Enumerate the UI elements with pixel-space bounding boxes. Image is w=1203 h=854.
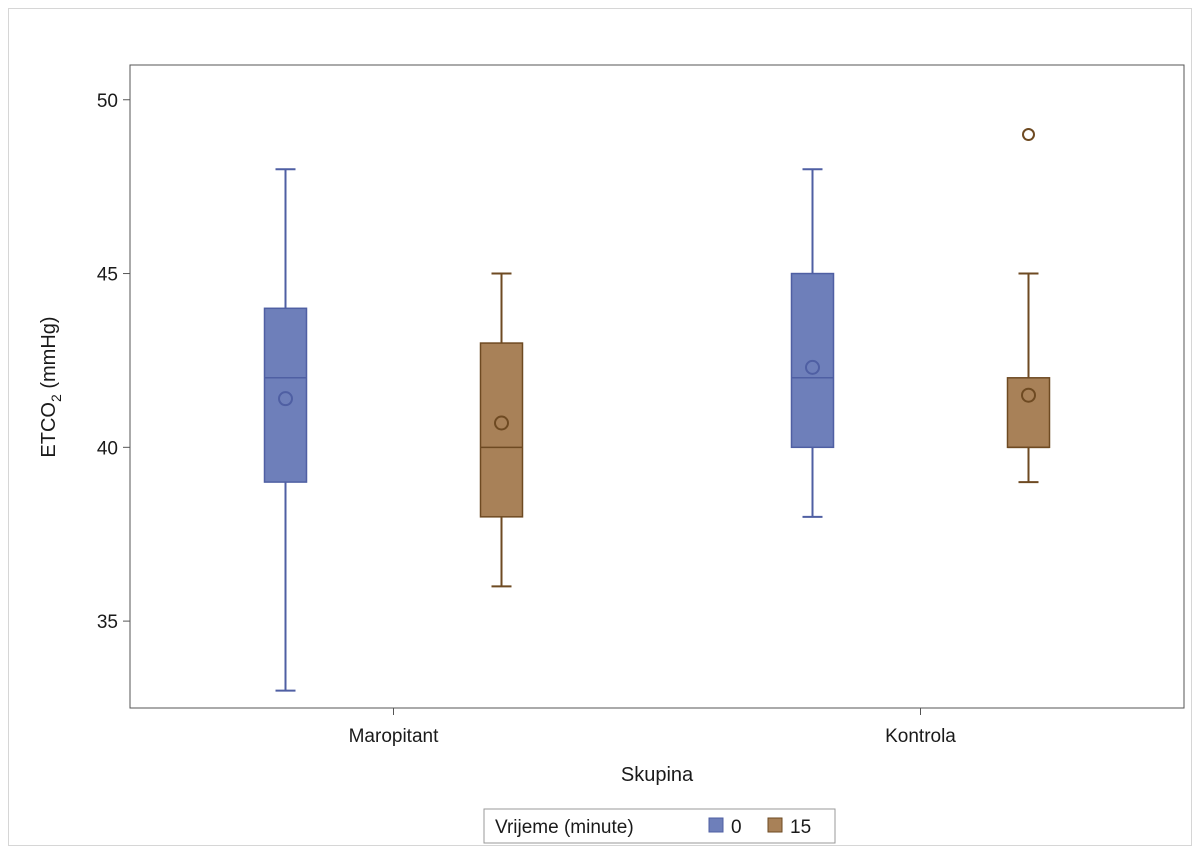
x-tick-label-maropitant: Maropitant [349, 726, 439, 747]
box-kontrola-t0 [790, 168, 835, 518]
y-tick-label-50: 50 [97, 91, 118, 112]
mean-marker-kontrola-t0 [805, 359, 820, 375]
y-tick-label-45: 45 [97, 265, 118, 286]
y-tick-label-40: 40 [97, 438, 118, 459]
y-axis-label-main: ETCO [38, 402, 60, 458]
legend-swatch-15 [767, 817, 783, 833]
x-axis-label: Skupina [621, 764, 694, 786]
legend-label-0: 0 [731, 817, 742, 838]
y-tick-label-35: 35 [97, 612, 118, 633]
legend-label-15: 15 [790, 817, 811, 838]
box-kontrola-t15 [1006, 128, 1051, 484]
x-tick-label-kontrola: Kontrola [885, 726, 956, 747]
etco2-boxplot: 35 40 45 50 Maropitant Kontrola Skupina ETCO… [38, 64, 1185, 844]
y-axis-label-subscript: 2 [48, 394, 64, 402]
legend-swatch-0 [708, 817, 724, 833]
chart-frame: 35 40 45 50 Maropitant Kontrola Skupina ETCO… [8, 8, 1192, 846]
box-maropitant-t15 [479, 272, 524, 588]
y-axis-label: ETCO2 (mmHg) [38, 316, 64, 457]
legend-title: Vrijeme (minute) [495, 817, 634, 838]
mean-marker-maropitant-t0 [278, 391, 293, 407]
mean-marker-maropitant-t15 [494, 415, 509, 431]
legend: Vrijeme (minute) 0 15 [483, 808, 836, 844]
y-axis-label-unit: (mmHg) [38, 316, 60, 394]
box-maropitant-t0 [263, 168, 308, 692]
mean-marker-kontrola-t15 [1021, 387, 1036, 403]
iqr-box-maropitant-t0 [263, 307, 308, 483]
outlier-kontrola-t15-0 [1022, 128, 1035, 142]
